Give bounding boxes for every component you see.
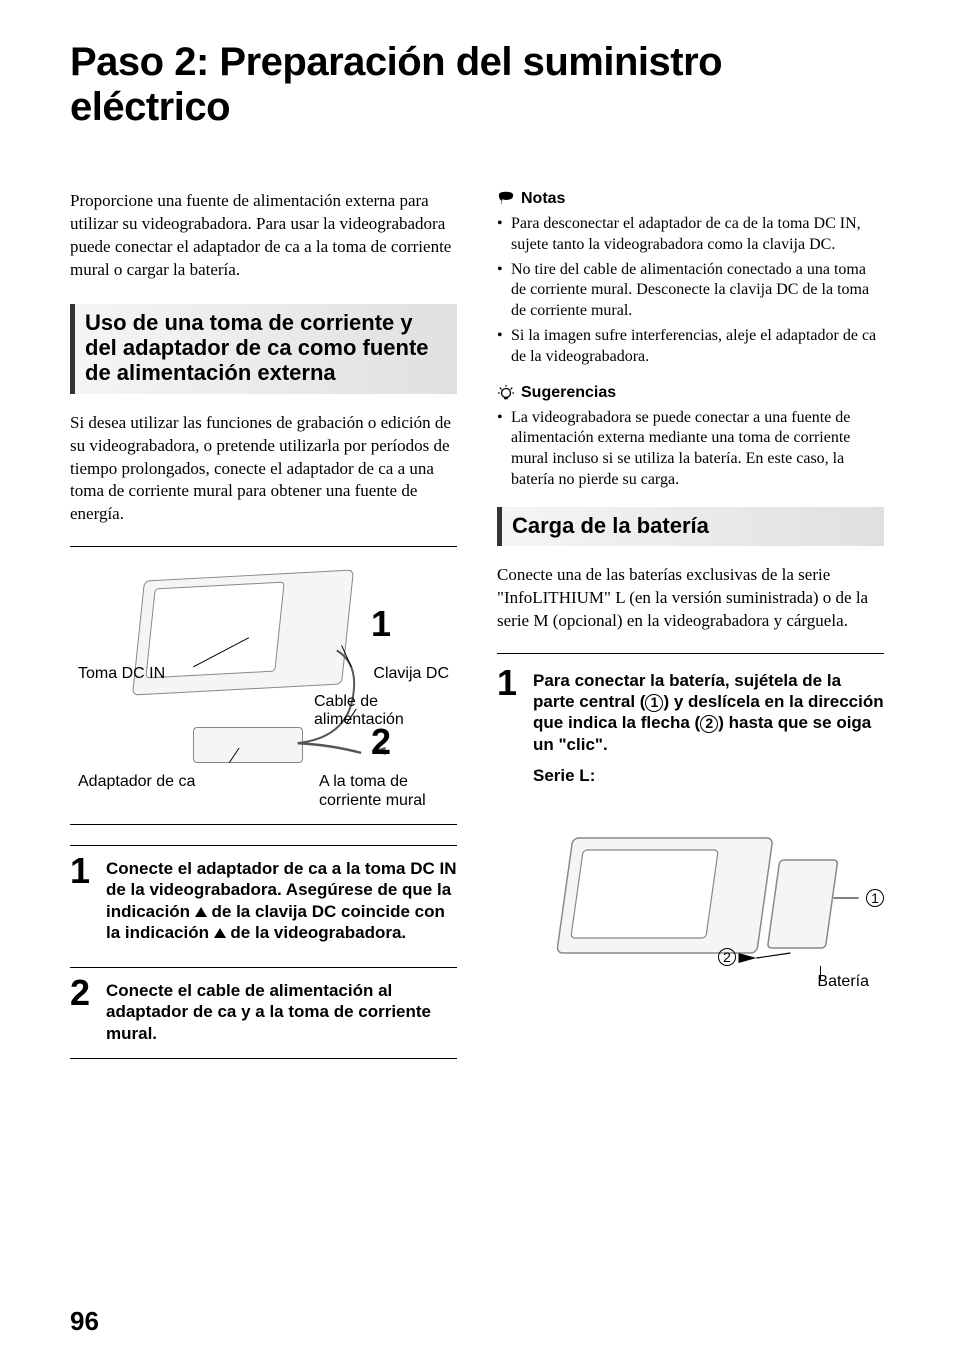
notes-icon (497, 190, 515, 208)
step-number-1: 1 (70, 856, 96, 887)
intro-paragraph: Proporcione una fuente de alimentación e… (70, 190, 457, 282)
tips-icon (497, 384, 515, 402)
label-adaptador: Adaptador de ca (78, 773, 195, 810)
diagram-battery: 1 2 Batería (533, 798, 884, 1008)
notes-header: Notas (497, 190, 884, 208)
step-1-battery: 1 Para conectar la batería, sujétela de … (497, 653, 884, 1008)
step-1b-text: Para conectar la batería, sujétela de la… (533, 668, 884, 755)
label-clavija-dc: Clavija DC (373, 665, 449, 683)
note-item: No tire del cable de alimentación conect… (497, 260, 884, 322)
circled-1: 1 (866, 889, 884, 907)
section-body-battery: Conecte una de las baterías exclusivas d… (497, 564, 884, 633)
right-column: Notas Para desconectar el adaptador de c… (497, 190, 884, 1079)
diagram-ac-connection: Toma DC IN Clavija DC Cable de alimentac… (70, 546, 457, 825)
tips-list: La videograbadora se puede conectar a un… (497, 408, 884, 491)
diagram-number-2: 2 (371, 721, 391, 763)
section-header-battery: Carga de la batería (497, 507, 884, 546)
step-1b-sub: Serie L: (533, 765, 884, 786)
step-number-2: 2 (70, 978, 96, 1009)
label-cable: Cable de alimentación (314, 693, 414, 728)
step-1-ac: 1 Conecte el adaptador de ca a la toma D… (70, 845, 457, 957)
label-bateria: Batería (817, 973, 869, 991)
tip-item: La videograbadora se puede conectar a un… (497, 408, 884, 491)
notes-list: Para desconectar el adaptador de ca de l… (497, 214, 884, 368)
step-number-1b: 1 (497, 668, 523, 699)
left-column: Proporcione una fuente de alimentación e… (70, 190, 457, 1079)
page-number: 96 (70, 1306, 99, 1337)
circled-2: 2 (718, 948, 736, 966)
tips-header: Sugerencias (497, 384, 884, 402)
label-toma-mural: A la toma de corriente mural (319, 773, 449, 810)
section-header-ac-adapter: Uso de una toma de corriente y del adapt… (70, 304, 457, 394)
note-item: Para desconectar el adaptador de ca de l… (497, 214, 884, 256)
note-item: Si la imagen sufre interferencias, aleje… (497, 326, 884, 368)
page-title: Paso 2: Preparación del suministro eléct… (70, 40, 884, 130)
two-column-layout: Proporcione una fuente de alimentación e… (70, 190, 884, 1079)
notes-header-text: Notas (521, 190, 565, 208)
tips-header-text: Sugerencias (521, 384, 616, 402)
step-2-text: Conecte el cable de alimentación al adap… (106, 978, 457, 1044)
step-2-ac: 2 Conecte el cable de alimentación al ad… (70, 967, 457, 1059)
diagram-number-1: 1 (371, 603, 391, 645)
label-toma-dc-in: Toma DC IN (78, 665, 165, 683)
step-1-text: Conecte el adaptador de ca a la toma DC … (106, 856, 457, 943)
section-body-ac: Si desea utilizar las funciones de graba… (70, 412, 457, 527)
